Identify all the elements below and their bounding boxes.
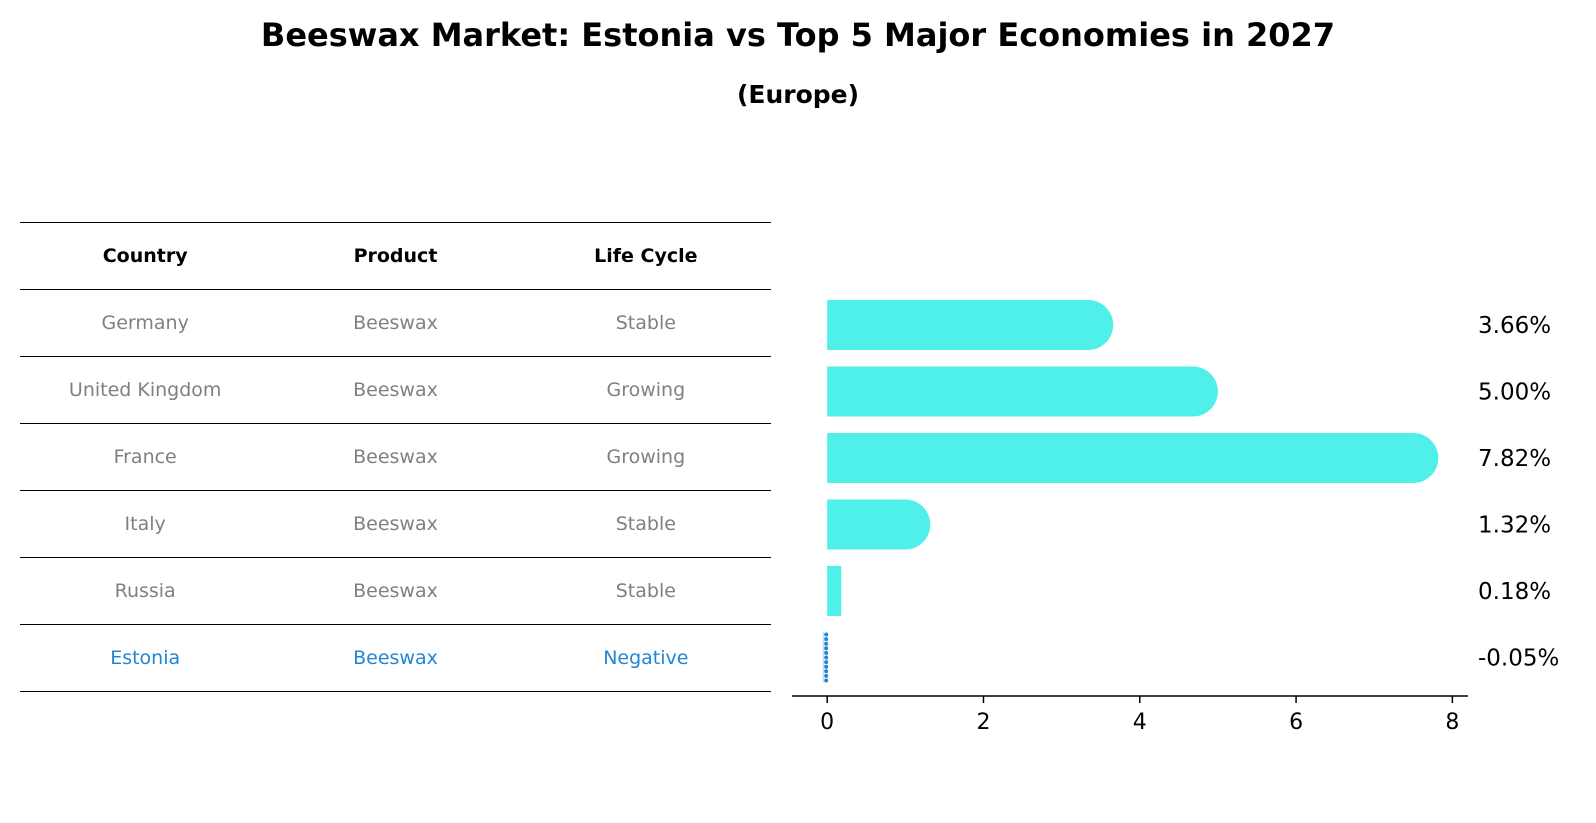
bars-layer [822, 300, 1439, 683]
value-label: -0.05% [1478, 646, 1559, 672]
bar [827, 433, 1439, 483]
table-row: Italy Beeswax Stable [20, 490, 771, 558]
table-row: United Kingdom Beeswax Growing [20, 356, 771, 424]
cell-country: Germany [20, 289, 271, 357]
cell-country: Russia [20, 557, 271, 625]
table-row: France Beeswax Growing [20, 423, 771, 491]
header-life-cycle: Life Cycle [520, 222, 771, 290]
cell-product: Beeswax [270, 423, 521, 491]
bar-negative [822, 632, 829, 683]
cell-life-cycle: Growing [520, 423, 771, 491]
cell-country: Italy [20, 490, 271, 558]
bar [827, 499, 931, 550]
value-label: 5.00% [1478, 380, 1551, 406]
cell-product: Beeswax [270, 490, 521, 558]
table-header-row: Country Product Life Cycle [20, 222, 771, 290]
x-tick-label: 2 [976, 710, 990, 735]
bar [827, 366, 1218, 417]
value-label: 1.32% [1478, 513, 1551, 539]
x-tick-label: 6 [1289, 710, 1303, 735]
table-row: Germany Beeswax Stable [20, 289, 771, 357]
bar [827, 300, 1114, 350]
x-tick-label: 8 [1445, 710, 1459, 735]
table-row-highlighted: Estonia Beeswax Negative [20, 624, 771, 692]
header-product: Product [270, 222, 521, 290]
cell-product: Beeswax [270, 289, 521, 357]
chart-subtitle: (Europe) [736, 80, 860, 109]
x-tick-label: 4 [1133, 710, 1147, 735]
cell-product: Beeswax [270, 356, 521, 424]
cell-country: Estonia [20, 624, 271, 692]
cell-country: United Kingdom [20, 356, 271, 424]
cell-life-cycle: Stable [520, 557, 771, 625]
value-labels-layer: 3.66% 5.00% 7.82% 1.32% 0.18% -0.05% [1478, 313, 1559, 672]
chart-title: Beeswax Market: Estonia vs Top 5 Major E… [260, 16, 1336, 54]
x-axis: 0 2 4 6 8 [792, 695, 1468, 735]
table-row: Russia Beeswax Stable [20, 557, 771, 625]
market-table: Country Product Life Cycle Germany Beesw… [20, 222, 771, 692]
header-country: Country [20, 222, 271, 290]
value-label: 3.66% [1478, 313, 1551, 339]
cell-life-cycle: Stable [520, 490, 771, 558]
cell-product: Beeswax [270, 557, 521, 625]
cell-life-cycle: Negative [520, 624, 771, 692]
bar [827, 566, 842, 616]
cell-product: Beeswax [270, 624, 521, 692]
cell-country: France [20, 423, 271, 491]
value-label: 0.18% [1478, 579, 1551, 605]
cell-life-cycle: Growing [520, 356, 771, 424]
x-tick-label: 0 [820, 710, 834, 735]
value-label: 7.82% [1478, 446, 1551, 472]
cell-life-cycle: Stable [520, 289, 771, 357]
